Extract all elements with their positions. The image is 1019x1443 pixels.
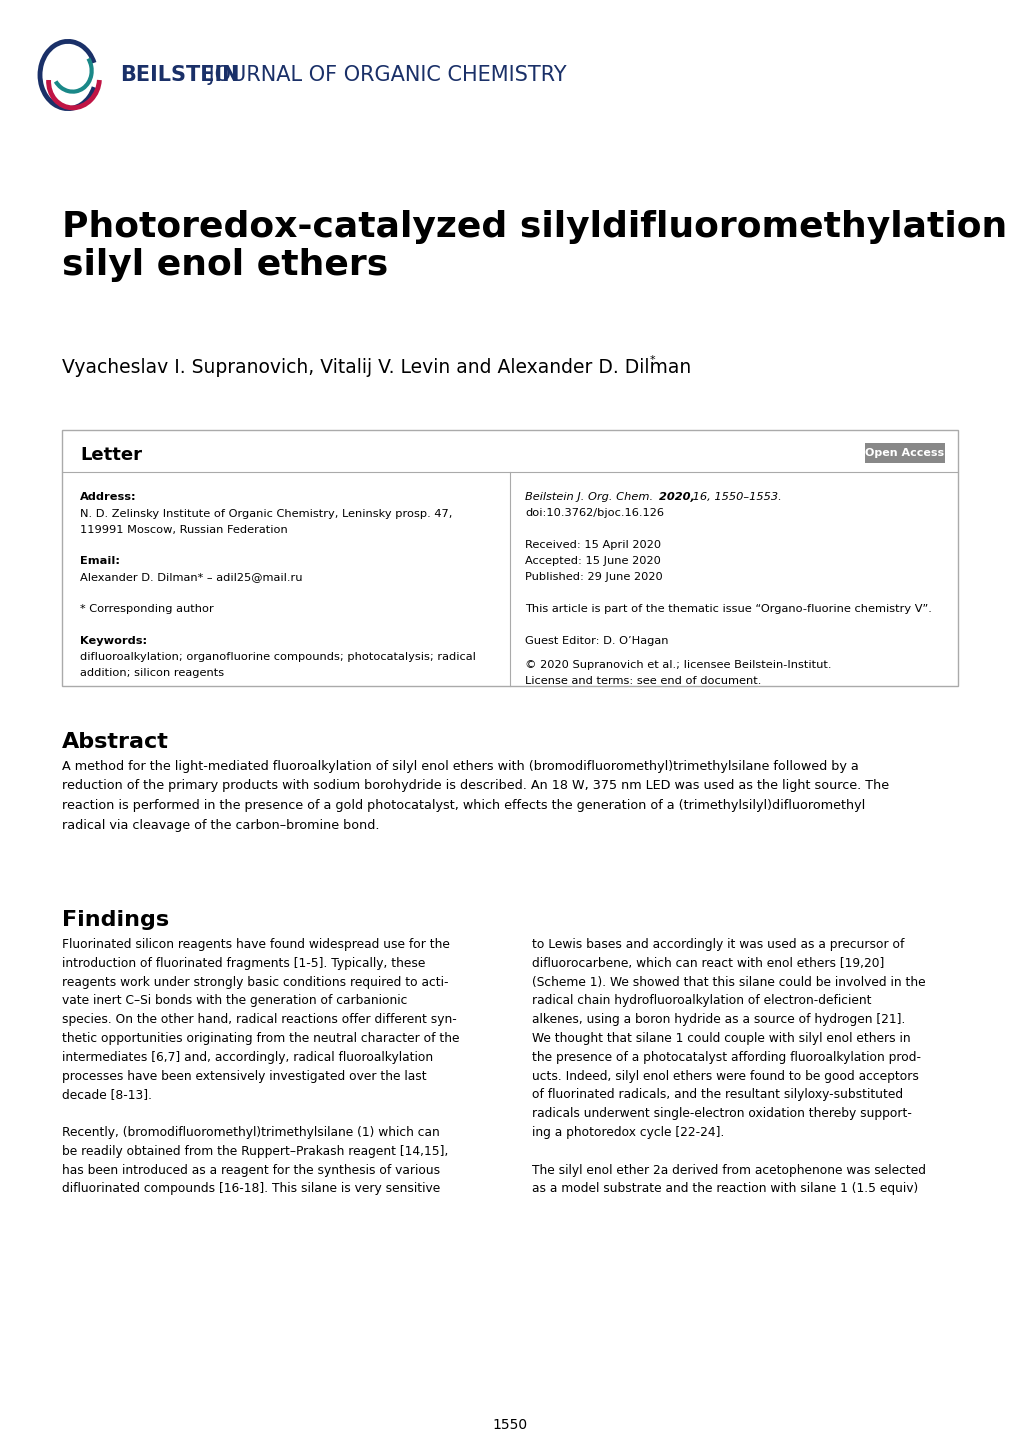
Text: Letter: Letter [79, 446, 142, 465]
Text: *: * [649, 355, 655, 365]
Text: Address:: Address: [79, 492, 137, 502]
Text: Accepted: 15 June 2020: Accepted: 15 June 2020 [525, 556, 660, 566]
Text: difluoroalkylation; organofluorine compounds; photocatalysis; radical: difluoroalkylation; organofluorine compo… [79, 652, 476, 662]
Text: * Corresponding author: * Corresponding author [79, 605, 214, 615]
FancyBboxPatch shape [864, 443, 944, 463]
Text: Vyacheslav I. Supranovich, Vitalij V. Levin and Alexander D. Dilman: Vyacheslav I. Supranovich, Vitalij V. Le… [62, 358, 691, 377]
Text: Keywords:: Keywords: [79, 636, 147, 646]
Text: This article is part of the thematic issue “Organo-fluorine chemistry V”.: This article is part of the thematic iss… [525, 605, 931, 615]
Text: 16, 1550–1553.: 16, 1550–1553. [688, 492, 781, 502]
Text: Open Access: Open Access [864, 447, 944, 457]
Text: doi:10.3762/bjoc.16.126: doi:10.3762/bjoc.16.126 [525, 508, 663, 518]
Text: Beilstein J. Org. Chem.: Beilstein J. Org. Chem. [525, 492, 652, 502]
Text: 1550: 1550 [492, 1418, 527, 1431]
Text: Abstract: Abstract [62, 732, 169, 752]
Text: Fluorinated silicon reagents have found widespread use for the
introduction of f: Fluorinated silicon reagents have found … [62, 938, 459, 1195]
Text: 2020,: 2020, [654, 492, 694, 502]
Text: Received: 15 April 2020: Received: 15 April 2020 [525, 540, 660, 550]
Text: 119991 Moscow, Russian Federation: 119991 Moscow, Russian Federation [79, 525, 287, 535]
FancyBboxPatch shape [62, 430, 957, 685]
Text: to Lewis bases and accordingly it was used as a precursor of
difluorocarbene, wh: to Lewis bases and accordingly it was us… [532, 938, 925, 1195]
Text: silyl enol ethers: silyl enol ethers [62, 248, 388, 281]
Text: Alexander D. Dilman* – adil25@mail.ru: Alexander D. Dilman* – adil25@mail.ru [79, 571, 303, 582]
Text: BEILSTEIN: BEILSTEIN [120, 65, 239, 85]
Text: Findings: Findings [62, 911, 169, 929]
Text: JOURNAL OF ORGANIC CHEMISTRY: JOURNAL OF ORGANIC CHEMISTRY [202, 65, 567, 85]
Text: N. D. Zelinsky Institute of Organic Chemistry, Leninsky prosp. 47,: N. D. Zelinsky Institute of Organic Chem… [79, 509, 452, 519]
Text: Published: 29 June 2020: Published: 29 June 2020 [525, 571, 662, 582]
Text: License and terms: see end of document.: License and terms: see end of document. [525, 675, 760, 685]
Text: Email:: Email: [79, 556, 120, 566]
Text: © 2020 Supranovich et al.; licensee Beilstein-Institut.: © 2020 Supranovich et al.; licensee Beil… [525, 659, 830, 670]
Text: Guest Editor: D. O’Hagan: Guest Editor: D. O’Hagan [525, 636, 667, 646]
Text: addition; silicon reagents: addition; silicon reagents [79, 668, 224, 678]
Text: Photoredox-catalyzed silyldifluoromethylation of: Photoredox-catalyzed silyldifluoromethyl… [62, 211, 1019, 244]
Text: A method for the light-mediated fluoroalkylation of silyl enol ethers with (brom: A method for the light-mediated fluoroal… [62, 760, 889, 831]
